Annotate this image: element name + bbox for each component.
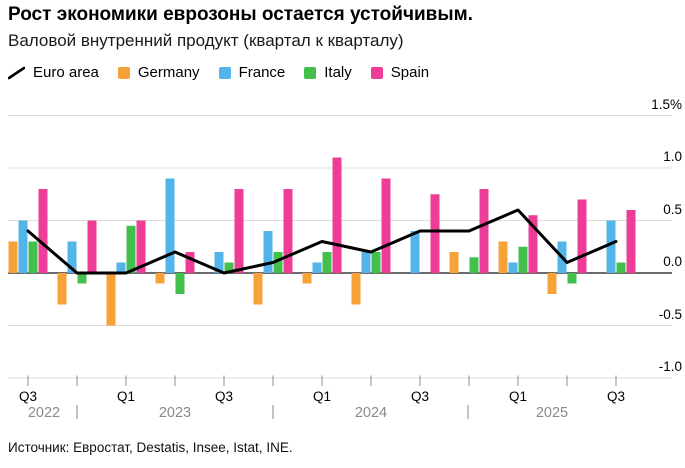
- italy-swatch-icon: [304, 66, 317, 79]
- bar-spain: [626, 210, 636, 273]
- y-axis-label: -1.0: [658, 359, 682, 374]
- y-axis-label: 0.0: [663, 254, 682, 269]
- year-label: 2025: [535, 405, 569, 421]
- year-label: 2024: [354, 405, 388, 421]
- bar-germany: [8, 241, 18, 273]
- year-label: 2023: [158, 405, 192, 421]
- bar-spain: [528, 215, 538, 273]
- chart-subtitle: Валовой внутренний продукт (квартал к кв…: [8, 31, 404, 50]
- bar-germany: [253, 273, 263, 305]
- germany-swatch-icon: [117, 66, 130, 79]
- x-axis-label: Q1: [116, 389, 136, 404]
- y-axis-label: 1.5%: [651, 96, 682, 112]
- source-note: Источник: Евростат, Destatis, Insee, Ist…: [8, 440, 293, 455]
- legend-item-italy: Italy: [304, 64, 352, 81]
- bar-italy: [224, 262, 234, 273]
- bar-spain: [87, 220, 97, 273]
- bar-france: [361, 252, 371, 273]
- legend-item-france: France: [218, 64, 286, 81]
- bar-france: [18, 220, 28, 273]
- year-label: 2022: [27, 405, 61, 421]
- bar-germany: [106, 273, 116, 326]
- bar-france: [606, 220, 616, 273]
- y-axis-label: -0.5: [658, 306, 682, 322]
- bar-germany: [57, 273, 67, 305]
- bar-germany: [449, 252, 459, 273]
- x-axis-label: Q1: [508, 389, 528, 404]
- legend-label-france: France: [238, 64, 286, 81]
- bar-france: [410, 231, 420, 273]
- bar-germany: [547, 273, 557, 294]
- bar-spain: [479, 189, 489, 273]
- bar-spain: [234, 189, 244, 273]
- bar-spain: [577, 199, 587, 273]
- bar-france: [214, 252, 224, 273]
- spain-swatch-icon: [370, 66, 383, 79]
- y-axis-label: 1.0: [663, 149, 682, 164]
- bar-spain: [332, 157, 342, 273]
- legend-label-germany: Germany: [137, 64, 200, 81]
- chart-legend: Euro area Germany France Italy Spain: [8, 64, 429, 81]
- bar-france: [67, 241, 77, 273]
- bar-france: [116, 262, 126, 273]
- bar-italy: [518, 246, 528, 273]
- bar-france: [165, 178, 175, 273]
- bar-germany: [498, 241, 508, 273]
- bar-italy: [175, 273, 185, 294]
- bar-spain: [38, 189, 48, 273]
- year-separator: |: [466, 404, 470, 420]
- bar-germany: [302, 273, 312, 284]
- x-axis-label: Q3: [606, 389, 626, 404]
- bar-germany: [155, 273, 165, 284]
- x-axis-label: Q3: [18, 389, 38, 404]
- bar-italy: [77, 273, 87, 284]
- bar-spain: [381, 178, 391, 273]
- bar-italy: [322, 252, 332, 273]
- bar-italy: [126, 225, 136, 273]
- euro-area-line-icon: [8, 66, 25, 79]
- legend-item-germany: Germany: [117, 64, 200, 81]
- year-separator: |: [271, 404, 275, 420]
- bar-france: [263, 231, 273, 273]
- bar-italy: [28, 241, 38, 273]
- legend-item-spain: Spain: [370, 64, 430, 81]
- x-axis-label: Q1: [312, 389, 332, 404]
- chart-title: Рост экономики еврозоны остается устойчи…: [8, 4, 473, 25]
- x-axis-label: Q3: [214, 389, 234, 404]
- bar-france: [508, 262, 518, 273]
- year-separator: |: [75, 404, 79, 420]
- bar-spain: [430, 194, 440, 273]
- legend-item-euro-area: Euro area: [8, 64, 99, 81]
- france-swatch-icon: [218, 66, 231, 79]
- bar-italy: [469, 257, 479, 273]
- legend-label-italy: Italy: [324, 64, 352, 81]
- euro-area-line: [26, 208, 618, 275]
- bar-italy: [371, 252, 381, 273]
- y-axis-label: 0.5: [663, 201, 682, 217]
- bar-spain: [136, 220, 146, 273]
- legend-label-spain: Spain: [390, 64, 430, 81]
- bar-spain: [185, 252, 195, 273]
- bar-italy: [616, 262, 626, 273]
- bar-italy: [567, 273, 577, 284]
- bar-france: [312, 262, 322, 273]
- x-axis-label: Q3: [410, 389, 430, 404]
- legend-label-euro-area: Euro area: [33, 64, 99, 81]
- bar-germany: [351, 273, 361, 305]
- bar-italy: [273, 252, 283, 273]
- bar-spain: [283, 189, 293, 273]
